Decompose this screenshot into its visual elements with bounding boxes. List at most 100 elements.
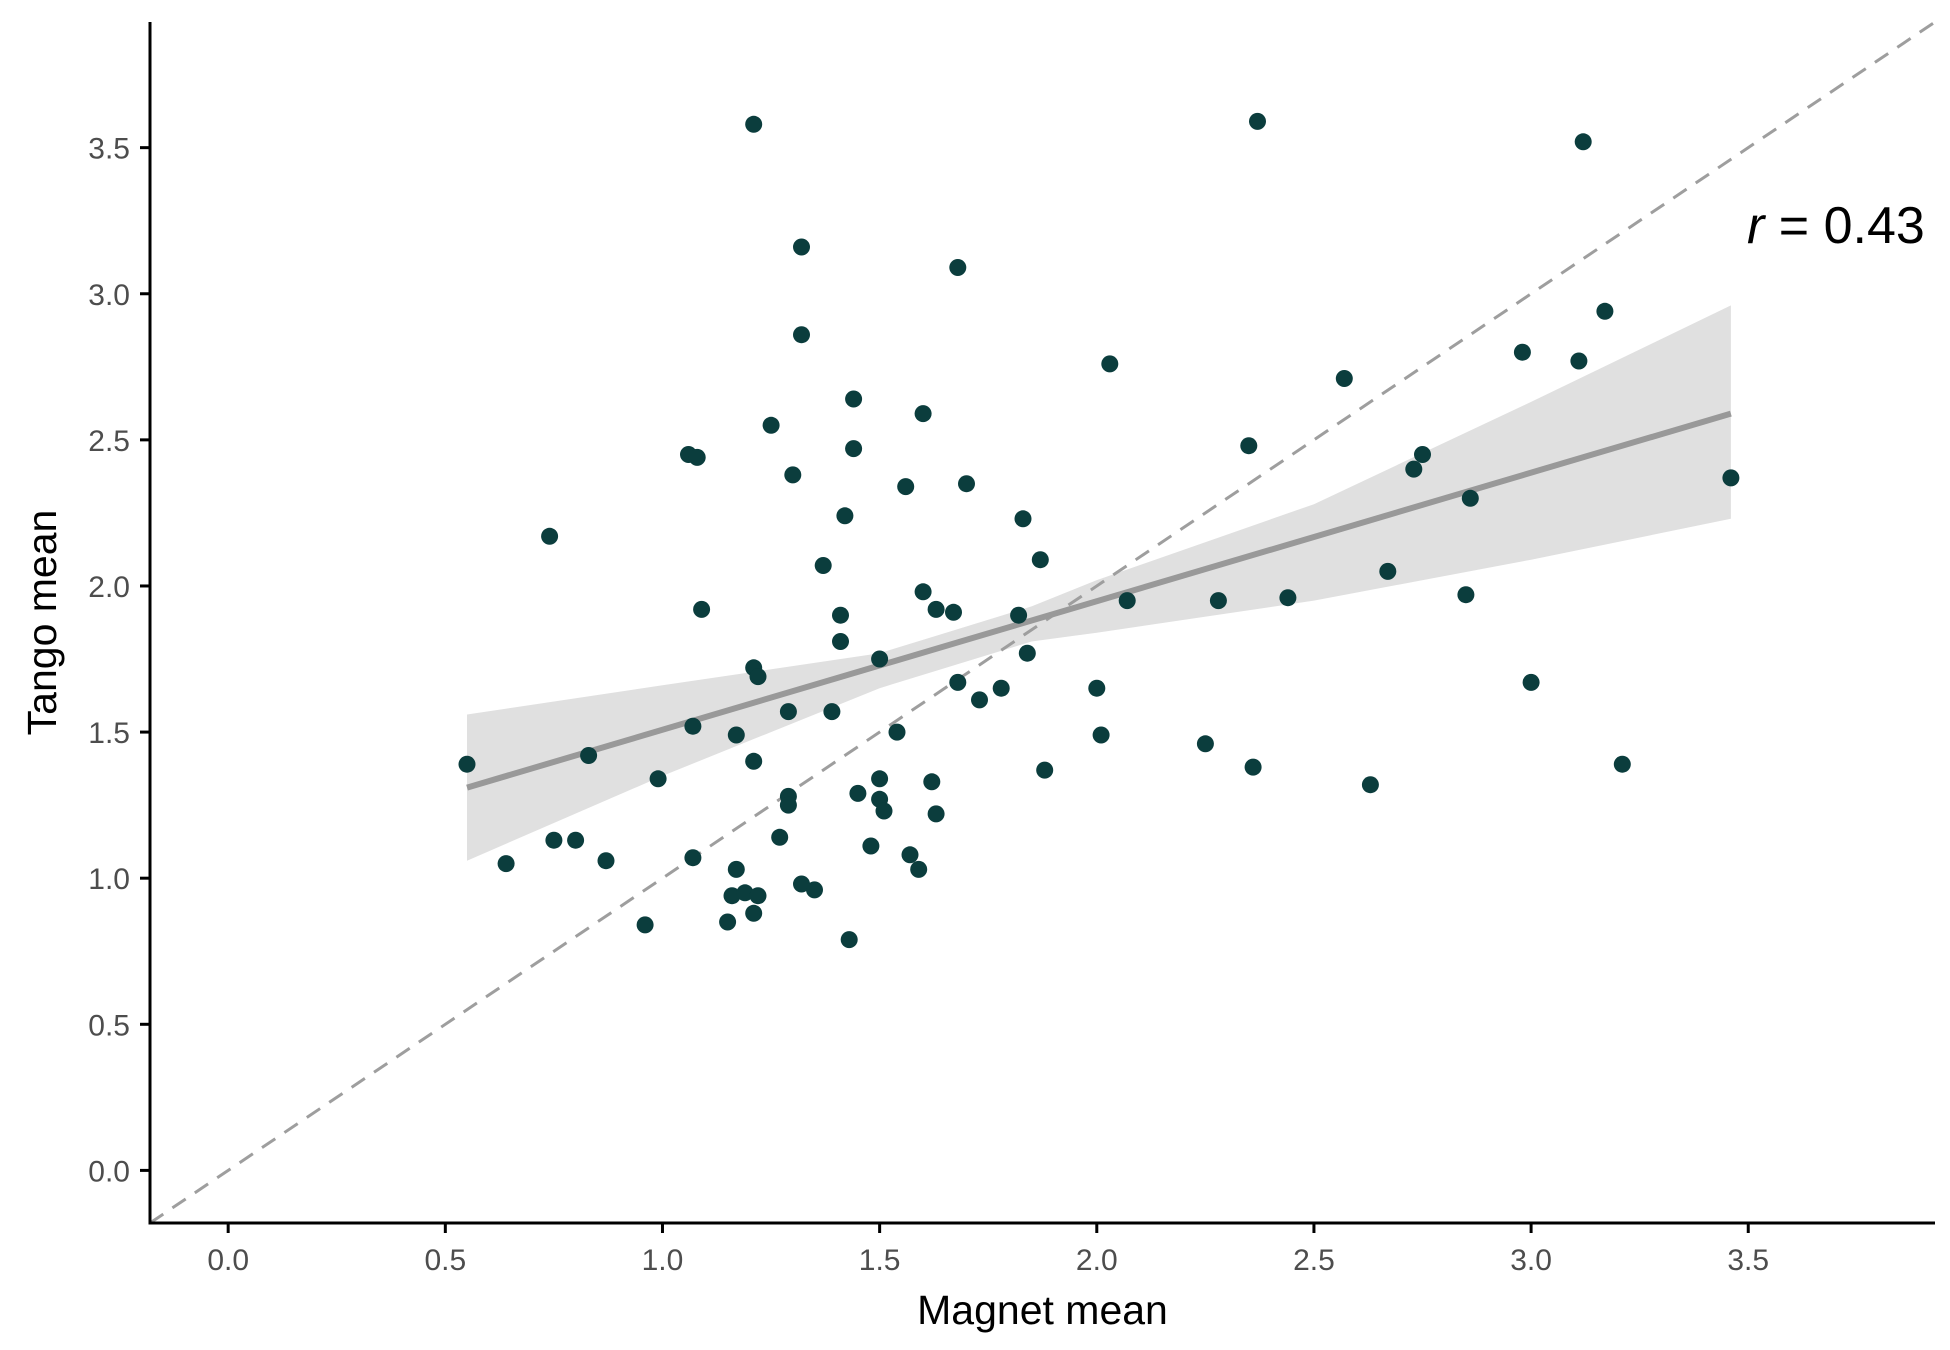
data-point [649, 770, 667, 788]
data-point [927, 600, 945, 618]
data-point [1522, 673, 1540, 691]
y-tick-label: 2.5 [88, 425, 130, 458]
data-point [1574, 133, 1592, 151]
data-point [836, 507, 854, 525]
data-point [949, 259, 967, 276]
data-point [1405, 460, 1423, 478]
data-point [1088, 679, 1106, 697]
data-point [784, 466, 802, 484]
data-point [684, 849, 702, 867]
data-point [832, 633, 849, 650]
data-point [1101, 355, 1119, 373]
data-point [945, 603, 962, 621]
data-point [723, 887, 741, 905]
data-point [1018, 644, 1036, 662]
data-point [771, 828, 789, 846]
data-point [971, 691, 988, 709]
data-point [888, 723, 906, 741]
data-point [1414, 446, 1431, 463]
correlation-symbol: r [1747, 197, 1767, 255]
data-points-layer [458, 112, 1740, 949]
x-tick-label: 1.5 [859, 1244, 901, 1277]
axes-layer: 0.0 0.5 1.0 1.5 2.0 2.5 3.0 3.5 0.0 0.5 1.0 1.5 2.0 2… [88, 22, 1935, 1277]
data-point [1461, 489, 1479, 507]
data-point [910, 860, 928, 878]
data-point [871, 770, 889, 788]
data-point [1036, 761, 1054, 779]
data-point [849, 784, 867, 802]
data-point [1244, 758, 1262, 776]
data-point [1249, 112, 1266, 130]
data-point [779, 796, 797, 814]
data-point [1209, 592, 1227, 610]
data-point [897, 478, 915, 496]
x-tick-label: 1.0 [642, 1244, 684, 1277]
data-point [580, 747, 598, 764]
y-tick-label: 3.0 [88, 279, 130, 312]
data-point [840, 931, 858, 949]
data-point [914, 583, 932, 601]
data-point [793, 875, 810, 893]
data-point [1335, 370, 1353, 387]
data-point [745, 752, 763, 770]
data-point [871, 650, 889, 668]
data-point [814, 557, 832, 574]
data-point [567, 831, 585, 849]
data-point [727, 726, 745, 744]
data-point [688, 448, 706, 466]
data-point [1196, 735, 1214, 753]
data-point [1010, 606, 1028, 624]
data-point [793, 326, 810, 344]
data-point [736, 884, 754, 902]
data-point [1031, 551, 1049, 569]
data-point [1361, 776, 1379, 794]
y-tick-label: 0.0 [88, 1155, 130, 1188]
correlation-value: = 0.43 [1764, 197, 1924, 255]
data-point [779, 703, 797, 721]
identity-line-layer [149, 20, 1936, 1225]
data-point [862, 837, 880, 855]
y-tick-label: 3.5 [88, 133, 130, 166]
x-tick-label: 2.0 [1076, 1244, 1118, 1277]
data-point [875, 802, 893, 820]
x-tick-label: 3.0 [1510, 1244, 1552, 1277]
x-tick-label: 2.5 [1293, 1244, 1335, 1277]
x-tick-label: 0.0 [207, 1244, 249, 1277]
data-point [1279, 589, 1297, 607]
data-point [793, 238, 810, 256]
data-point [923, 773, 941, 791]
data-point [1014, 510, 1032, 528]
data-point [727, 860, 745, 878]
data-point [806, 881, 823, 899]
y-tick-label: 1.0 [88, 863, 130, 896]
data-point [1457, 586, 1475, 604]
data-point [1513, 343, 1531, 361]
y-tick-label: 2.0 [88, 571, 130, 604]
data-point [1092, 726, 1110, 744]
data-point [901, 846, 919, 864]
x-tick-label: 3.5 [1727, 1244, 1769, 1277]
regression-line [466, 410, 1732, 791]
data-point [684, 717, 702, 735]
data-point [745, 904, 763, 922]
data-point [541, 527, 559, 545]
data-point [958, 475, 975, 493]
data-point [832, 606, 849, 624]
x-tick-label: 0.5 [424, 1244, 466, 1277]
data-point [927, 805, 945, 823]
data-point [497, 855, 515, 873]
x-axis-title: Magnet mean [917, 1287, 1168, 1333]
data-point [458, 755, 476, 773]
data-point [749, 887, 767, 905]
fit-line-layer [466, 410, 1732, 791]
data-point [1722, 469, 1740, 487]
data-point [1379, 562, 1397, 580]
data-point [749, 668, 767, 686]
data-point [1118, 592, 1136, 610]
data-point [636, 916, 654, 934]
data-point [1613, 755, 1631, 773]
data-point [1240, 437, 1258, 455]
